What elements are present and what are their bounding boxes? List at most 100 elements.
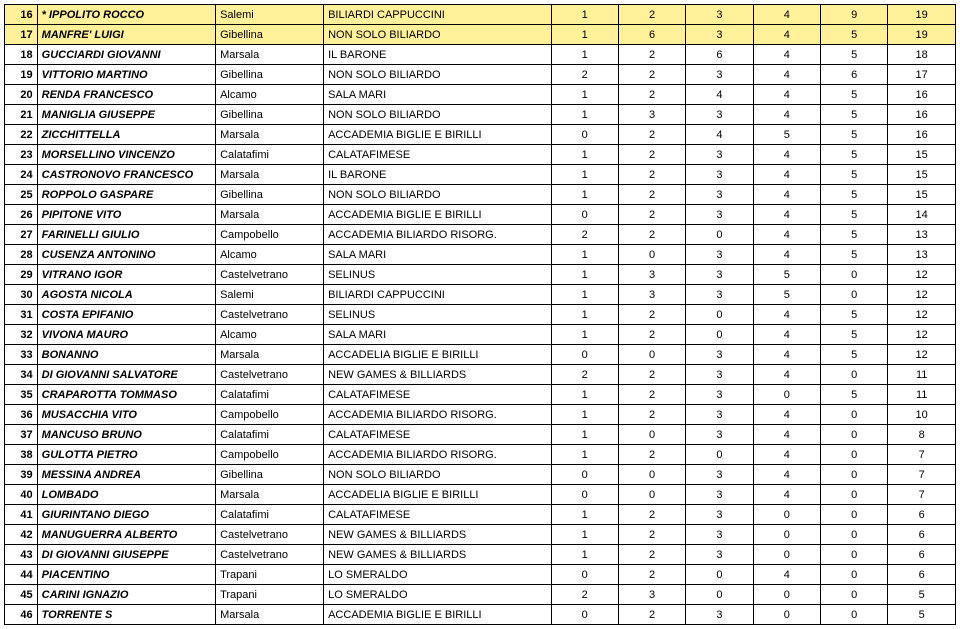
- city-cell: Marsala: [216, 345, 324, 365]
- n1-cell: 1: [551, 525, 618, 545]
- table-row: 37 MANCUSO BRUNOCalatafimiCALATAFIMESE10…: [5, 425, 956, 445]
- n1-cell: 2: [551, 65, 618, 85]
- n3-cell: 3: [686, 365, 753, 385]
- n3-cell: 0: [686, 305, 753, 325]
- n2-cell: 2: [618, 365, 685, 385]
- name-cell: MUSACCHIA VITO: [37, 405, 215, 425]
- n3-cell: 3: [686, 405, 753, 425]
- n1-cell: 1: [551, 85, 618, 105]
- n3-cell: 0: [686, 225, 753, 245]
- n2-cell: 2: [618, 85, 685, 105]
- rank-cell: 28: [5, 245, 38, 265]
- n4-cell: 4: [753, 65, 820, 85]
- n5-cell: 0: [820, 525, 887, 545]
- rank-cell: 19: [5, 65, 38, 85]
- n1-cell: 2: [551, 365, 618, 385]
- n3-cell: 3: [686, 265, 753, 285]
- n6-cell: 12: [888, 325, 956, 345]
- table-row: 22ZICCHITTELLAMarsalaACCADEMIA BIGLIE E …: [5, 125, 956, 145]
- n1-cell: 1: [551, 545, 618, 565]
- name-cell: FARINELLI GIULIO: [37, 225, 215, 245]
- table-row: 42MANUGUERRA ALBERTOCastelvetranoNEW GAM…: [5, 525, 956, 545]
- n5-cell: 5: [820, 225, 887, 245]
- city-cell: Calatafimi: [216, 505, 324, 525]
- city-cell: Marsala: [216, 45, 324, 65]
- table-row: 30AGOSTA NICOLASalemiBILIARDI CAPPUCCINI…: [5, 285, 956, 305]
- city-cell: Gibellina: [216, 105, 324, 125]
- city-cell: Gibellina: [216, 185, 324, 205]
- table-row: 45CARINI IGNAZIOTrapaniLO SMERALDO230005: [5, 585, 956, 605]
- rank-cell: 34: [5, 365, 38, 385]
- name-cell: ZICCHITTELLA: [37, 125, 215, 145]
- table-row: 18GUCCIARDI GIOVANNIMarsalaIL BARONE1264…: [5, 45, 956, 65]
- name-cell: ROPPOLO GASPARE: [37, 185, 215, 205]
- n5-cell: 5: [820, 125, 887, 145]
- n5-cell: 0: [820, 265, 887, 285]
- rank-cell: 23: [5, 145, 38, 165]
- n4-cell: 0: [753, 525, 820, 545]
- n6-cell: 6: [888, 505, 956, 525]
- n2-cell: 6: [618, 25, 685, 45]
- club-cell: CALATAFIMESE: [324, 505, 551, 525]
- n1-cell: 0: [551, 605, 618, 625]
- n4-cell: 4: [753, 345, 820, 365]
- n2-cell: 0: [618, 245, 685, 265]
- n2-cell: 2: [618, 525, 685, 545]
- club-cell: SALA MARI: [324, 245, 551, 265]
- table-row: 31COSTA EPIFANIOCastelvetranoSELINUS1204…: [5, 305, 956, 325]
- n5-cell: 5: [820, 165, 887, 185]
- name-cell: VITTORIO MARTINO: [37, 65, 215, 85]
- club-cell: SALA MARI: [324, 325, 551, 345]
- n1-cell: 0: [551, 565, 618, 585]
- city-cell: Alcamo: [216, 85, 324, 105]
- n1-cell: 1: [551, 285, 618, 305]
- table-row: 44PIACENTINOTrapaniLO SMERALDO020406: [5, 565, 956, 585]
- n1-cell: 0: [551, 125, 618, 145]
- club-cell: ACCADEMIA BILIARDO RISORG.: [324, 445, 551, 465]
- n2-cell: 2: [618, 65, 685, 85]
- rank-cell: 16: [5, 5, 38, 25]
- rank-cell: 27: [5, 225, 38, 245]
- name-cell: RENDA FRANCESCO: [37, 85, 215, 105]
- name-cell: CARINI IGNAZIO: [37, 585, 215, 605]
- table-row: 17MANFRE' LUIGIGibellinaNON SOLO BILIARD…: [5, 25, 956, 45]
- n4-cell: 4: [753, 45, 820, 65]
- n2-cell: 2: [618, 505, 685, 525]
- city-cell: Castelvetrano: [216, 545, 324, 565]
- n6-cell: 7: [888, 485, 956, 505]
- n4-cell: 5: [753, 125, 820, 145]
- rank-cell: 32: [5, 325, 38, 345]
- club-cell: CALATAFIMESE: [324, 145, 551, 165]
- n4-cell: 4: [753, 325, 820, 345]
- club-cell: NON SOLO BILIARDO: [324, 105, 551, 125]
- n1-cell: 1: [551, 405, 618, 425]
- table-row: 27 FARINELLI GIULIOCampobelloACCADEMIA B…: [5, 225, 956, 245]
- name-cell: LOMBADO: [37, 485, 215, 505]
- n2-cell: 2: [618, 185, 685, 205]
- city-cell: Campobello: [216, 225, 324, 245]
- n6-cell: 15: [888, 165, 956, 185]
- n2-cell: 2: [618, 5, 685, 25]
- club-cell: NON SOLO BILIARDO: [324, 65, 551, 85]
- club-cell: IL BARONE: [324, 165, 551, 185]
- n5-cell: 5: [820, 45, 887, 65]
- table-row: 35CRAPAROTTA TOMMASOCalatafimiCALATAFIME…: [5, 385, 956, 405]
- table-row: 39MESSINA ANDREAGibellinaNON SOLO BILIAR…: [5, 465, 956, 485]
- n1-cell: 1: [551, 165, 618, 185]
- name-cell: TORRENTE S: [37, 605, 215, 625]
- rank-cell: 35: [5, 385, 38, 405]
- n4-cell: 4: [753, 245, 820, 265]
- n2-cell: 0: [618, 345, 685, 365]
- n6-cell: 8: [888, 425, 956, 445]
- rank-cell: 24: [5, 165, 38, 185]
- n3-cell: 3: [686, 605, 753, 625]
- n3-cell: 3: [686, 245, 753, 265]
- rank-cell: 41: [5, 505, 38, 525]
- club-cell: CALATAFIMESE: [324, 385, 551, 405]
- n5-cell: 0: [820, 505, 887, 525]
- n2-cell: 2: [618, 565, 685, 585]
- n2-cell: 2: [618, 325, 685, 345]
- rank-cell: 42: [5, 525, 38, 545]
- n6-cell: 13: [888, 225, 956, 245]
- n3-cell: 0: [686, 325, 753, 345]
